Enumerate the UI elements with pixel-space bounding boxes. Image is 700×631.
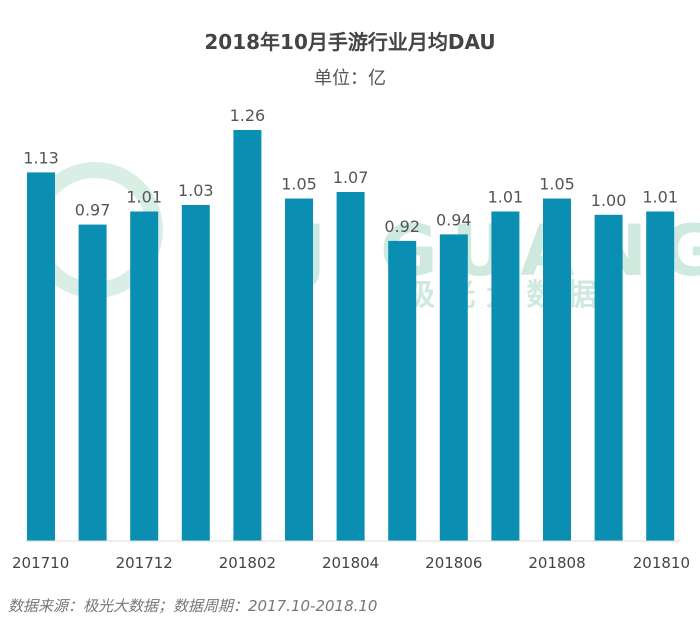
bar-201804 (336, 192, 365, 541)
bar-201806 (439, 234, 468, 541)
value-label-201801: 1.03 (178, 181, 214, 200)
value-label-201805: 0.92 (384, 217, 420, 236)
value-label-201810: 1.01 (642, 188, 678, 207)
bar-201807 (491, 211, 520, 541)
chart-subtitle: 单位：亿 (314, 68, 386, 89)
x-tick-201712: 201712 (116, 554, 173, 572)
value-label-201712: 1.01 (126, 188, 162, 207)
x-tick-201804: 201804 (322, 554, 379, 572)
bar-201802 (233, 130, 262, 541)
bars-group (27, 130, 675, 542)
value-label-201711: 0.97 (75, 201, 111, 220)
x-tick-201808: 201808 (528, 554, 585, 572)
bar-201801 (181, 205, 210, 541)
bar-201712 (130, 211, 159, 541)
value-label-201803: 1.05 (281, 175, 317, 194)
x-tick-201810: 201810 (633, 554, 690, 572)
x-tick-201806: 201806 (425, 554, 482, 572)
bar-201810 (646, 211, 675, 541)
x-tick-201802: 201802 (219, 554, 276, 572)
bar-201809 (594, 214, 623, 542)
value-label-201808: 1.05 (539, 175, 575, 194)
value-labels-group: 1.13 0.97 1.01 1.03 1.26 1.05 1.07 0.92 0.94 1.01… (23, 106, 678, 236)
bar-201808 (543, 198, 571, 541)
value-label-201807: 1.01 (488, 188, 524, 207)
value-label-201802: 1.26 (230, 106, 266, 125)
value-label-201804: 1.07 (333, 168, 369, 187)
bar-201803 (285, 198, 313, 541)
x-tick-201710: 201710 (12, 554, 69, 572)
value-label-201710: 1.13 (23, 148, 59, 167)
data-source-note: 数据来源：极光大数据；数据周期：2017.10-2018.10 (8, 597, 378, 615)
chart-title: 2018年10月手游行业月均DAU (204, 30, 496, 54)
value-label-201809: 1.00 (591, 191, 627, 210)
bar-201805 (388, 240, 417, 541)
x-tick-labels-group: 201710 201712 201802 201804 201806 201808 2018… (12, 554, 690, 572)
value-label-201806: 0.94 (436, 210, 472, 229)
bar-201711 (78, 224, 107, 541)
bar-201710 (27, 172, 55, 541)
